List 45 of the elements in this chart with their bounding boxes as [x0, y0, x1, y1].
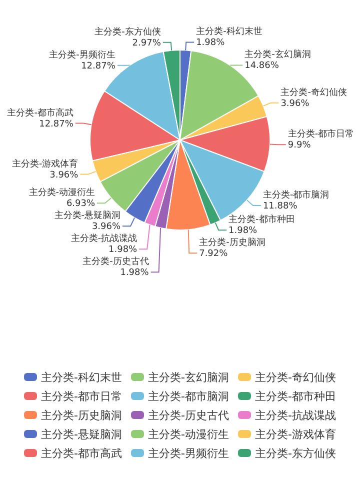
data-label: 14.86% — [244, 61, 280, 72]
legend-label: 主分类-都市高武 — [41, 447, 122, 460]
legend-label: 主分类-历史脑洞 — [41, 409, 122, 422]
data-label: 1.98% — [196, 38, 226, 48]
data-label: 1.98% — [228, 226, 258, 236]
slice-label: 主分类-抗战谍战 — [70, 233, 138, 244]
data-label: 3.96% — [92, 222, 121, 232]
legend-label: 主分类-东方仙侠 — [255, 447, 336, 460]
legend-label: 主分类-都市日常 — [41, 390, 122, 403]
legend-label: 主分类-男频衍生 — [148, 447, 229, 460]
legend-label: 主分类-动漫衍生 — [148, 428, 229, 441]
legend-label: 主分类-都市脑洞 — [148, 390, 229, 403]
data-label: 7.92% — [199, 249, 228, 260]
slice-label: 主分类-科幻末世 — [196, 26, 262, 38]
slice-label: 主分类-历史古代 — [82, 256, 149, 268]
slice-label: 主分类-男频衍生 — [49, 49, 116, 60]
legend-label: 主分类-抗战谍战 — [255, 409, 336, 422]
legend-label: 主分类-悬疑脑洞 — [41, 428, 122, 441]
legend-label: 主分类-玄幻脑洞 — [148, 371, 229, 384]
data-label: 11.88% — [262, 201, 298, 212]
slice-label: 主分类-都市日常 — [288, 128, 354, 140]
legend-label: 主分类-科幻末世 — [41, 371, 122, 384]
slice-label: 主分类-都市高武 — [7, 107, 74, 118]
slice-label: 主分类-都市种田 — [228, 214, 295, 226]
legend-label: 主分类-历史古代 — [148, 409, 229, 422]
data-label: 12.87% — [81, 61, 116, 72]
data-label: 1.98% — [120, 268, 150, 278]
data-label: 3.96% — [50, 170, 79, 180]
slice-label: 主分类-历史脑洞 — [199, 237, 266, 248]
data-label: 9.9% — [288, 140, 312, 151]
data-label: 1.98% — [108, 245, 138, 256]
data-label: 3.96% — [280, 98, 310, 109]
data-label: 2.97% — [132, 38, 162, 48]
slice-label: 主分类-东方仙侠 — [94, 26, 161, 38]
slice-label: 主分类-悬疑脑洞 — [54, 210, 121, 222]
slice-label: 主分类-奇幻仙侠 — [280, 86, 347, 98]
slice-label: 主分类-玄幻脑洞 — [244, 49, 311, 60]
legend-label: 主分类-游戏体育 — [255, 428, 336, 441]
legend-label: 主分类-都市种田 — [255, 390, 336, 403]
legend-label: 主分类-奇幻仙侠 — [255, 371, 336, 384]
data-label: 12.87% — [39, 119, 74, 130]
slice-label: 主分类-都市脑洞 — [262, 189, 330, 200]
data-label: 6.93% — [66, 199, 96, 210]
slice-label: 主分类-动漫衍生 — [28, 187, 96, 198]
slice-label: 主分类-游戏体育 — [12, 158, 78, 170]
